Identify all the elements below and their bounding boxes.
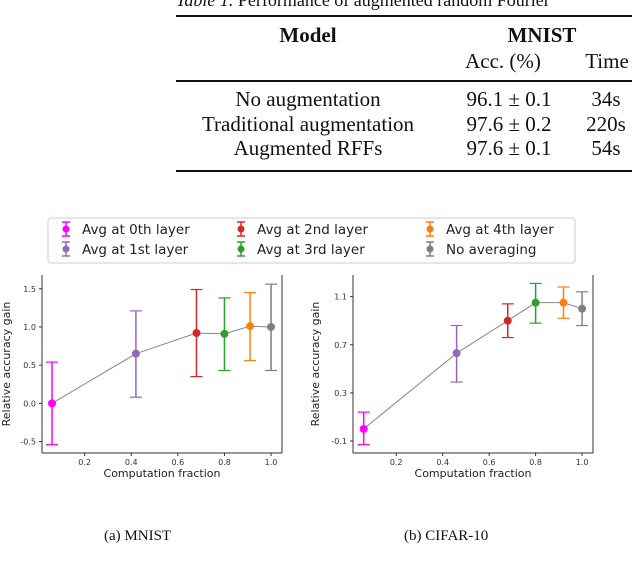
legend-marker: [426, 225, 434, 233]
cell-acc: 97.6 ± 0.2: [466, 111, 552, 136]
table-caption-text: Performance of augmented random Fourier: [237, 0, 550, 10]
legend-label: Avg at 0th layer: [82, 222, 190, 238]
header-acc: Acc. (%): [465, 49, 541, 73]
legend-marker: [237, 245, 245, 253]
x-tick-label: 0.6: [171, 458, 184, 467]
x-tick-label: 1.0: [576, 458, 589, 467]
subcaption-b: (b) CIFAR-10: [404, 528, 489, 544]
x-axis-label: Computation fraction: [104, 467, 221, 480]
data-point: [503, 316, 512, 325]
data-point: [531, 298, 540, 307]
legend-box: [47, 217, 576, 264]
data-point: [131, 349, 140, 358]
legend-label: Avg at 1st layer: [82, 242, 189, 258]
legend-label: Avg at 4th layer: [446, 222, 554, 238]
x-axis-label: Computation fraction: [415, 467, 532, 480]
cell-model: No augmentation: [235, 87, 381, 111]
cell-model: Traditional augmentation: [201, 111, 415, 136]
y-axis-label: Relative accuracy gain: [309, 302, 322, 427]
y-tick-label: 0.0: [23, 399, 36, 408]
header-time: Time: [585, 49, 629, 73]
cell-time: 34s: [591, 87, 621, 111]
table-top-rule: [176, 15, 632, 17]
legend-marker: [426, 245, 434, 253]
table-caption-label: Table 1.: [176, 0, 234, 10]
series-line: [51, 325, 272, 404]
table-mid-rule: [176, 80, 632, 82]
y-tick-label: -0.5: [20, 438, 36, 447]
data-point: [220, 329, 229, 338]
legend-marker: [237, 225, 245, 233]
x-tick-label: 0.6: [483, 458, 496, 467]
y-tick-label: 0.7: [334, 341, 347, 350]
y-tick-label: 1.1: [334, 293, 347, 302]
data-point: [267, 322, 276, 331]
subcaption-a: (a) MNIST: [104, 528, 172, 544]
table-bottom-rule: [176, 170, 632, 172]
x-tick-label: 0.2: [390, 458, 403, 467]
cell-time: 220s: [586, 111, 626, 136]
cell-acc: 97.6 ± 0.1: [466, 136, 552, 160]
legend-label: No averaging: [446, 242, 537, 258]
y-axis-label: Relative accuracy gain: [0, 302, 13, 427]
legend-marker: [62, 225, 70, 233]
data-point: [578, 304, 587, 313]
data-point: [452, 349, 461, 358]
cell-model: Augmented RFFs: [233, 136, 383, 160]
x-tick-label: 0.4: [436, 458, 449, 467]
y-tick-label: -0.1: [331, 437, 347, 446]
table-caption: Table 1. Performance of augmented random…: [176, 0, 550, 11]
x-tick-label: 0.2: [78, 458, 91, 467]
x-tick-label: 0.4: [125, 458, 138, 467]
y-tick-label: 0.3: [334, 389, 347, 398]
data-point: [559, 298, 568, 307]
data-point: [246, 322, 255, 331]
y-tick-label: 1.0: [23, 323, 36, 332]
chart-0: 0.2 0.4 0.6 0.8 1.0 -0.5 0.0 0.5 1.0 1.5 Computati…: [0, 275, 283, 480]
x-tick-label: 0.8: [529, 458, 542, 467]
cell-acc: 96.1 ± 0.1: [466, 87, 552, 111]
legend-marker: [62, 245, 70, 253]
series-line: [363, 302, 583, 430]
x-tick-label: 1.0: [265, 458, 278, 467]
chart-1: 0.2 0.4 0.6 0.8 1.0 -0.1 0.3 0.7 1.1 Computation …: [309, 275, 594, 480]
header-mnist: MNIST: [507, 23, 577, 47]
y-tick-label: 1.5: [23, 285, 36, 294]
data-point: [192, 329, 201, 338]
data-point: [48, 399, 57, 408]
legend-label: Avg at 3rd layer: [257, 242, 365, 258]
header-model: Model: [279, 23, 337, 47]
y-tick-label: 0.5: [23, 361, 36, 370]
x-tick-label: 0.8: [218, 458, 231, 467]
data-point: [359, 424, 368, 433]
cell-time: 54s: [591, 136, 621, 160]
legend-label: Avg at 2nd layer: [257, 222, 368, 238]
